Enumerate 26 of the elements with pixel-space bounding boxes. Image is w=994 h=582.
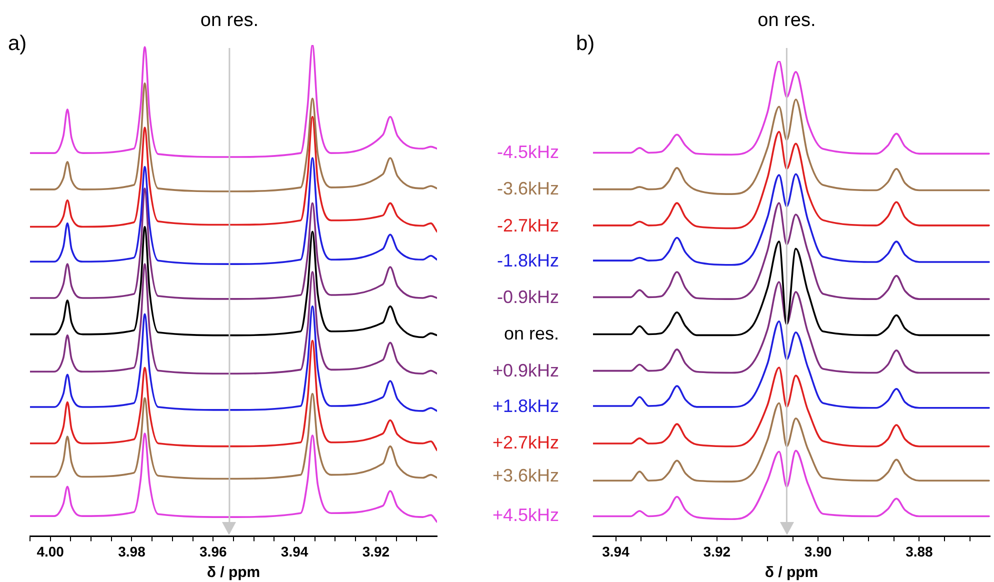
text: on res. <box>504 323 559 344</box>
text: +3.6kHz <box>492 466 559 486</box>
text: -3.6kHz <box>496 178 559 198</box>
x-tick-label: 4.00 <box>36 543 64 560</box>
chart-title: a) <box>8 32 27 55</box>
text: -4.5kHz <box>496 142 559 162</box>
x-tick-label: 3.98 <box>118 543 146 560</box>
text: +2.7kHz <box>492 432 559 452</box>
text: -1.8kHz <box>496 250 559 271</box>
ref-line-label: on res. <box>758 10 816 31</box>
x-tick-label: 3.88 <box>906 543 934 560</box>
x-axis-title: δ / ppm <box>206 564 260 582</box>
x-tick-label: 3.94 <box>602 543 630 560</box>
text: -2.7kHz <box>496 216 559 236</box>
x-tick-label: 3.92 <box>362 543 390 560</box>
x-axis-title: δ / ppm <box>764 564 818 582</box>
text: +0.9kHz <box>492 360 559 381</box>
x-tick-label: 3.92 <box>703 543 731 560</box>
x-tick-label: 3.94 <box>280 543 308 560</box>
x-tick-label: 3.96 <box>200 543 227 560</box>
text: +4.5kHz <box>492 505 559 526</box>
ref-line-label: on res. <box>200 10 258 31</box>
text: +1.8kHz <box>492 396 559 416</box>
chart-title: b) <box>576 32 595 55</box>
x-tick-label: 3.90 <box>804 543 832 560</box>
text: -0.9kHz <box>496 286 559 307</box>
